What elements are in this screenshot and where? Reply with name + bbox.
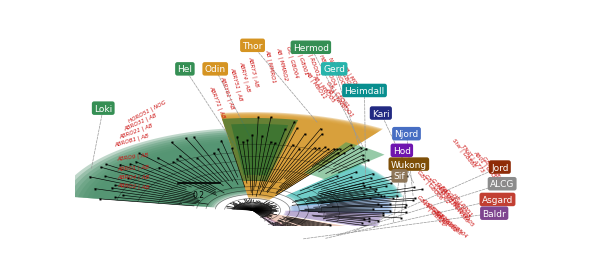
Text: TNAT | A773: TNAT | A773 xyxy=(461,143,485,173)
Polygon shape xyxy=(221,115,380,199)
Polygon shape xyxy=(293,197,388,214)
Polygon shape xyxy=(289,196,393,215)
Text: ABRY51 | AB: ABRY51 | AB xyxy=(229,66,243,101)
Polygon shape xyxy=(60,129,247,208)
Polygon shape xyxy=(222,119,298,182)
Polygon shape xyxy=(220,113,383,201)
Polygon shape xyxy=(220,114,381,199)
Text: AB | MMRO2: AB | MMRO2 xyxy=(276,46,289,81)
Text: GB | GBOO2: GB | GBOO2 xyxy=(334,60,356,92)
Polygon shape xyxy=(221,116,379,198)
Polygon shape xyxy=(289,166,398,206)
Text: Star | G8888: Star | G8888 xyxy=(451,137,477,168)
Polygon shape xyxy=(291,197,389,214)
Text: Asgard: Asgard xyxy=(482,195,513,204)
Text: GB14 | GB526: GB14 | GB526 xyxy=(416,194,446,226)
Polygon shape xyxy=(288,165,399,206)
Text: ABRO4 | AB: ABRO4 | AB xyxy=(117,173,149,179)
Text: GB1 | GBO06: GB1 | GBO06 xyxy=(416,169,444,200)
Text: NR | NROO1: NR | NROO1 xyxy=(327,57,347,89)
Text: ABRY71 | AB: ABRY71 | AB xyxy=(208,84,226,118)
Text: GB1 | GB001: GB1 | GB001 xyxy=(421,198,449,227)
Polygon shape xyxy=(222,117,377,197)
Polygon shape xyxy=(222,118,376,196)
Polygon shape xyxy=(290,196,391,214)
Text: GB16 | GB503: GB16 | GB503 xyxy=(430,205,463,235)
Polygon shape xyxy=(231,124,288,176)
Text: Loki: Loki xyxy=(94,104,113,113)
Text: Sif: Sif xyxy=(394,172,405,181)
Text: AB01 | GBO18: AB01 | GBO18 xyxy=(472,149,500,183)
Polygon shape xyxy=(82,139,246,207)
Text: ABRO9 | AB: ABRO9 | AB xyxy=(117,151,149,161)
Text: GC | QC4048: GC | QC4048 xyxy=(444,188,471,219)
Text: ABRO31 | AB: ABRO31 | AB xyxy=(123,112,158,132)
Text: Baldr: Baldr xyxy=(482,209,506,218)
Polygon shape xyxy=(78,137,246,207)
Text: G1MA2 | G1MA4205: G1MA2 | G1MA4205 xyxy=(435,180,474,226)
Text: GC | GBO04: GC | GBO04 xyxy=(285,45,299,78)
Polygon shape xyxy=(220,113,382,200)
Polygon shape xyxy=(264,213,348,244)
Text: ABRY61 | AB: ABRY61 | AB xyxy=(220,75,235,109)
Text: Hel: Hel xyxy=(178,65,193,74)
Polygon shape xyxy=(87,141,246,207)
Text: GB | CBO01: GB | CBO01 xyxy=(325,81,350,109)
Text: HB | HBOO4: HB | HBOO4 xyxy=(318,54,337,86)
Text: ABRY4 | AB: ABRY4 | AB xyxy=(238,60,251,91)
Text: ABRO1 | AB: ABRO1 | AB xyxy=(117,163,149,171)
Polygon shape xyxy=(287,165,400,206)
Text: Wukong: Wukong xyxy=(391,160,427,169)
Text: AB | G8001: AB | G8001 xyxy=(294,44,309,75)
Text: ABRO2 | AB: ABRO2 | AB xyxy=(117,182,149,190)
Polygon shape xyxy=(285,211,382,229)
Polygon shape xyxy=(285,164,403,206)
Text: AB | MBOO5: AB | MBOO5 xyxy=(311,74,336,104)
Text: Thor: Thor xyxy=(243,42,262,51)
Text: HP | RPD1: HP | RPD1 xyxy=(451,192,473,217)
Text: GB1 | GBO02: GB1 | GBO02 xyxy=(423,172,450,204)
Polygon shape xyxy=(73,135,246,207)
Text: ABRY3 | AB: ABRY3 | AB xyxy=(247,55,260,87)
Text: Hod: Hod xyxy=(393,146,411,155)
Text: Heimdall: Heimdall xyxy=(344,87,385,96)
Polygon shape xyxy=(286,164,402,206)
Polygon shape xyxy=(222,117,378,197)
Text: BB | RPRI: BB | RPRI xyxy=(439,184,460,207)
Polygon shape xyxy=(261,216,309,242)
Text: GB15 | GB502: GB15 | GB502 xyxy=(426,202,458,232)
Text: HORO51 | NOG: HORO51 | NOG xyxy=(128,99,167,124)
Text: GB9 | GBO1B: GB9 | GBO1B xyxy=(482,155,508,187)
Text: Odin: Odin xyxy=(205,65,226,74)
Text: Njord: Njord xyxy=(394,130,418,139)
Text: 0.2: 0.2 xyxy=(193,190,205,199)
Text: Kari: Kari xyxy=(372,109,389,118)
Text: AB | NMBOO1: AB | NMBOO1 xyxy=(325,86,355,118)
Polygon shape xyxy=(286,211,380,229)
Polygon shape xyxy=(69,133,247,207)
Text: HB | RDO01: HB | RDO01 xyxy=(303,44,320,77)
Polygon shape xyxy=(283,211,383,229)
Text: AB | MORO4: AB | MORO4 xyxy=(341,64,364,95)
Polygon shape xyxy=(92,143,245,207)
Text: AB | MBO11: AB | MBO11 xyxy=(304,70,327,100)
Polygon shape xyxy=(304,143,385,180)
Text: Jord: Jord xyxy=(491,163,509,172)
Text: GB16 | GB504: GB16 | GB504 xyxy=(435,209,468,239)
Text: ALCG: ALCG xyxy=(490,180,514,188)
Text: AB | MMRO1: AB | MMRO1 xyxy=(264,49,276,83)
Text: Hermod: Hermod xyxy=(293,44,329,53)
Text: ABROB1 | AB: ABROB1 | AB xyxy=(114,132,150,148)
Text: Gerd: Gerd xyxy=(323,65,345,74)
Text: G1MA3 | G1MA4385: G1MA3 | G1MA4385 xyxy=(430,176,470,222)
Text: ABRO21 | AB: ABRO21 | AB xyxy=(119,122,154,140)
Polygon shape xyxy=(64,131,247,208)
